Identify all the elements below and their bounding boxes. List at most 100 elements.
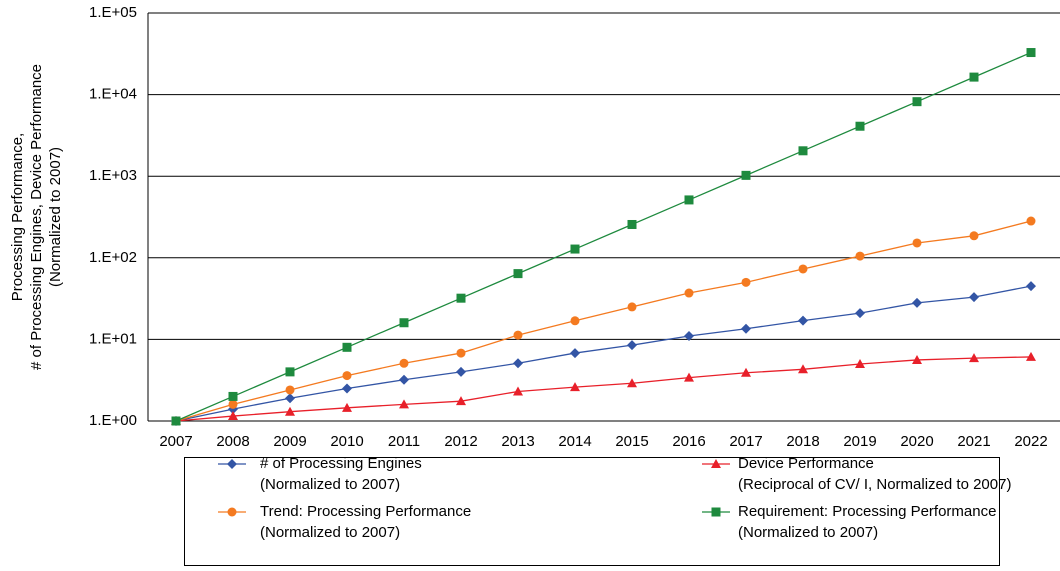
marker (855, 358, 865, 368)
marker (570, 348, 580, 359)
x-tick-label: 2012 (444, 433, 477, 450)
marker (342, 383, 352, 394)
marker (969, 292, 979, 303)
marker (456, 293, 466, 303)
marker (227, 507, 237, 517)
marker (285, 406, 295, 416)
marker (912, 238, 922, 248)
marker (969, 231, 979, 241)
legend-box (184, 457, 1000, 566)
x-tick-label: 2009 (273, 433, 306, 450)
marker (711, 507, 721, 517)
marker (228, 391, 238, 401)
x-tick-label: 2022 (1014, 433, 1047, 450)
marker (741, 277, 751, 287)
series-line (175, 356, 1032, 422)
marker (798, 264, 808, 274)
legend-label: Device Performance (Reciprocal of CV/ I,… (738, 455, 1012, 493)
marker (342, 402, 352, 412)
legend-label: Trend: Processing Performance (Normalize… (260, 503, 472, 541)
marker (513, 358, 523, 369)
legend-label: Requirement: Processing Performance (Nor… (738, 503, 997, 541)
marker (684, 331, 694, 342)
marker (456, 366, 466, 377)
marker (285, 393, 295, 404)
marker (399, 374, 409, 385)
marker (912, 354, 922, 364)
marker (570, 382, 580, 392)
marker (684, 195, 694, 205)
x-tick-label: 2021 (957, 433, 990, 450)
x-tick-label: 2014 (558, 433, 591, 450)
marker (627, 340, 637, 351)
y-tick-label: 1.E+00 (89, 412, 137, 429)
marker (855, 308, 865, 319)
marker (399, 358, 409, 368)
marker (798, 315, 808, 326)
marker (285, 385, 295, 395)
marker (627, 302, 637, 312)
x-tick-label: 2020 (900, 433, 933, 450)
x-tick-label: 2011 (388, 433, 420, 450)
x-tick-label: 2016 (672, 433, 705, 450)
marker (456, 396, 466, 406)
x-tick-label: 2019 (843, 433, 876, 450)
marker (570, 244, 580, 254)
marker (399, 318, 409, 328)
marker (741, 170, 751, 180)
x-tick-label: 2010 (330, 433, 363, 450)
marker (627, 219, 637, 229)
marker (1026, 48, 1036, 58)
marker (741, 323, 751, 334)
x-tick-label: 2015 (615, 433, 648, 450)
marker (513, 386, 523, 396)
marker (969, 72, 979, 82)
marker (227, 459, 237, 469)
marker (912, 97, 922, 107)
series-line (175, 51, 1032, 422)
y-axis-label: # of Processing Engines, Device Performa… (28, 64, 45, 370)
y-axis-label: Processing Performance, (9, 133, 26, 301)
y-tick-label: 1.E+05 (89, 4, 137, 21)
marker (399, 399, 409, 409)
marker (855, 121, 865, 131)
marker (684, 288, 694, 298)
marker (627, 378, 637, 388)
y-tick-label: 1.E+04 (89, 86, 137, 103)
marker (513, 330, 523, 340)
legend-label: # of Processing Engines (Normalized to 2… (260, 455, 422, 493)
x-tick-label: 2017 (729, 433, 762, 450)
marker (1026, 351, 1036, 361)
marker (912, 297, 922, 308)
marker (570, 316, 580, 326)
marker (684, 372, 694, 382)
marker (855, 251, 865, 261)
series-line (175, 220, 1032, 422)
marker (228, 399, 238, 409)
marker (456, 348, 466, 358)
marker (513, 269, 523, 279)
marker (741, 367, 751, 377)
marker (171, 416, 181, 426)
x-tick-label: 2013 (501, 433, 534, 450)
marker (228, 411, 238, 421)
y-tick-label: 1.E+01 (89, 330, 137, 347)
y-axis-label: (Normalized to 2007) (47, 147, 64, 287)
marker (798, 364, 808, 374)
y-tick-label: 1.E+03 (89, 167, 137, 184)
x-tick-label: 2018 (786, 433, 819, 450)
marker (711, 459, 721, 468)
marker (969, 353, 979, 363)
marker (1026, 216, 1036, 226)
y-tick-label: 1.E+02 (89, 249, 137, 266)
marker (342, 342, 352, 352)
marker (342, 371, 352, 381)
marker (285, 367, 295, 377)
x-tick-label: 2008 (216, 433, 249, 450)
x-tick-label: 2007 (159, 433, 192, 450)
marker (798, 146, 808, 156)
marker (1026, 281, 1036, 292)
series-line (175, 285, 1032, 422)
